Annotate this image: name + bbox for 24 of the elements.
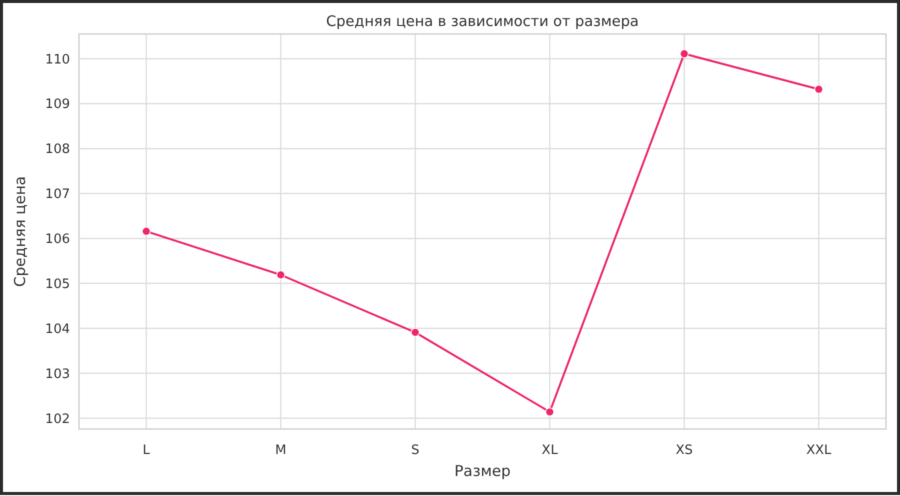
x-tick-label: L [142,443,151,458]
chart-title: Средняя цена в зависимости от размера [326,14,639,30]
x-tick-label: XL [542,443,559,458]
y-tick-label: 109 [45,97,70,112]
y-tick-label: 105 [45,276,70,292]
point [276,270,286,280]
point [142,226,151,236]
x-tick-label: XXL [806,443,832,458]
point [410,328,420,337]
x-tick-label: M [275,443,286,458]
y-tick-label: 107 [45,187,70,202]
y-tick-label: 110 [45,52,70,68]
x-tick-label: S [411,443,420,458]
y-tick-label: 108 [45,142,70,158]
y-tick-label: 102 [45,412,70,427]
y-axis-title: Средняя цена [11,176,29,287]
y-tick-label: 106 [45,232,70,248]
y-tick-label: 104 [45,322,70,337]
x-tick-label: XS [676,443,693,458]
point [680,49,689,58]
point [545,408,554,416]
x-axis-title: Размер [454,462,511,480]
point [814,84,824,94]
y-tick-label: 103 [45,366,70,382]
